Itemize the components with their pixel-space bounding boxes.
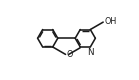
Text: OH: OH	[104, 17, 116, 26]
Text: N: N	[87, 48, 94, 57]
Text: O: O	[66, 50, 72, 59]
